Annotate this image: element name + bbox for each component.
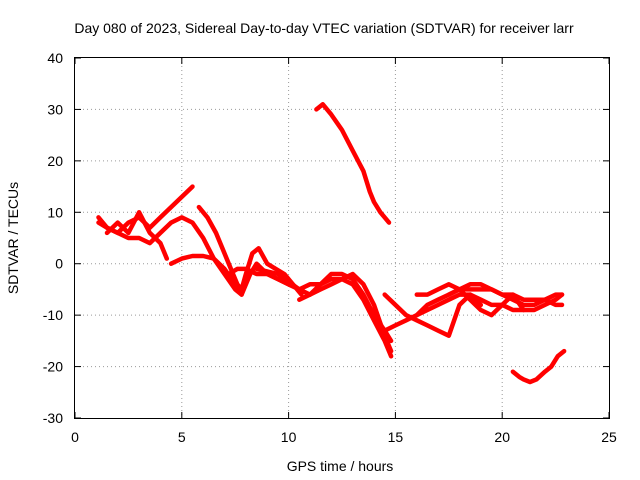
y-tick-label: 40: [47, 50, 63, 66]
y-tick-label: 0: [55, 256, 63, 272]
series-layer: [96, 102, 567, 385]
y-tick-label: -10: [43, 307, 63, 323]
x-tick-label: 0: [71, 429, 79, 445]
plot-frame: [74, 57, 610, 419]
y-axis-label: SDTVAR / TECUs: [5, 182, 21, 294]
series-line-13: [414, 282, 526, 318]
series-line-15: [510, 348, 567, 385]
axis-ticks: 0 5 10 15 20 25 -30 -20 -10 0 10 20 30 40: [43, 50, 617, 445]
x-tick-label: 25: [601, 429, 617, 445]
series-line-12: [414, 292, 565, 318]
series-line-11: [382, 292, 484, 338]
series-line-5: [196, 204, 304, 297]
series-line-9: [314, 102, 392, 225]
x-axis-label: GPS time / hours: [287, 458, 394, 474]
series-line-1: [96, 215, 244, 297]
x-tick-label: 20: [494, 429, 510, 445]
y-tick-label: 20: [47, 153, 63, 169]
chart-title: Day 080 of 2023, Sidereal Day-to-day VTE…: [74, 20, 574, 36]
series-line-3: [104, 210, 170, 261]
series-line-7: [254, 266, 394, 344]
series-line-14: [446, 282, 565, 308]
series-line-6: [226, 266, 394, 359]
x-tick-label: 5: [178, 429, 186, 445]
y-tick-label: -20: [43, 359, 63, 375]
y-tick-label: 10: [47, 204, 63, 220]
y-tick-label: -30: [43, 410, 63, 426]
x-tick-label: 10: [281, 429, 297, 445]
x-tick-label: 15: [388, 429, 404, 445]
series-line-8: [297, 271, 394, 354]
y-tick-label: 30: [47, 101, 63, 117]
